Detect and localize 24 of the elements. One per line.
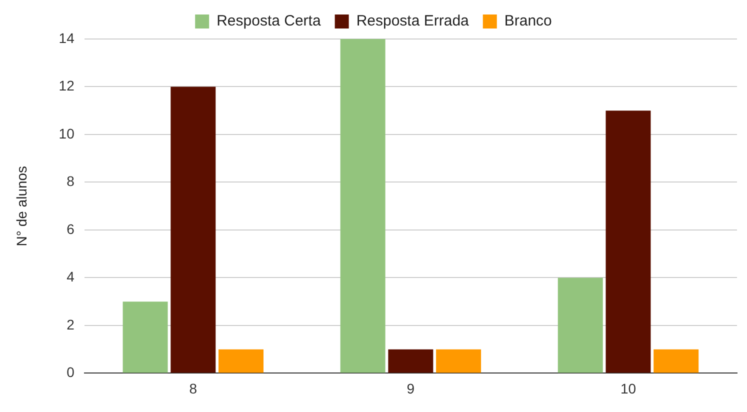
- bar: [654, 349, 699, 373]
- legend-label: Resposta Errada: [356, 12, 470, 30]
- y-tick-label: 14: [58, 30, 75, 46]
- y-tick-label: 4: [66, 268, 75, 285]
- y-tick-label: 0: [66, 364, 75, 380]
- bar: [436, 349, 482, 373]
- x-tick-label: 10: [620, 380, 636, 396]
- bar: [218, 349, 264, 373]
- legend-label: Resposta Certa: [216, 12, 322, 30]
- y-tick-label: 6: [66, 220, 75, 237]
- x-tick-label: 9: [406, 380, 415, 396]
- y-tick-label: 10: [58, 125, 75, 142]
- bar: [122, 302, 168, 373]
- x-tick-label: 8: [189, 380, 198, 396]
- bar: [388, 349, 434, 373]
- bar: [170, 86, 216, 373]
- legend-label: Branco: [504, 12, 552, 30]
- bar: [558, 278, 603, 373]
- y-tick-label: 8: [66, 173, 75, 190]
- y-tick-label: 2: [66, 316, 75, 332]
- bar: [340, 39, 386, 373]
- y-tick-label: 12: [58, 78, 75, 94]
- bar: [606, 110, 651, 373]
- y-axis-title: N° de alunos: [13, 166, 30, 246]
